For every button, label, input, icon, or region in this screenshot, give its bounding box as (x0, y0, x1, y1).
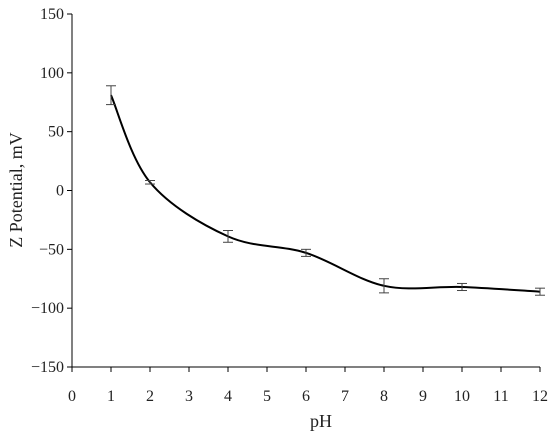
y-ticks: 150 100 50 0 −50 −100 −150 (31, 6, 72, 376)
error-bar (223, 230, 233, 243)
x-tick-label: 12 (532, 388, 548, 405)
x-tick-label: 1 (107, 388, 115, 405)
error-bar (145, 179, 155, 185)
y-axis-title: Z Potential, mV (6, 132, 26, 248)
y-axis: 150 100 50 0 −50 −100 −150 (31, 6, 73, 376)
y-tick-label: 100 (40, 65, 64, 82)
series-line (110, 94, 541, 293)
x-tick-label: 7 (341, 388, 349, 405)
x-tick-label: 10 (454, 388, 470, 405)
x-tick-label: 4 (224, 388, 232, 405)
x-ticks: 0 1 2 3 4 5 6 7 8 9 10 11 12 (68, 367, 548, 405)
error-bar (106, 85, 116, 106)
error-bar (379, 278, 389, 294)
x-tick-label: 11 (493, 388, 508, 405)
y-tick-label: −100 (31, 300, 64, 317)
error-bar (535, 287, 545, 296)
x-tick-label: 0 (68, 388, 76, 405)
error-bar (457, 282, 467, 292)
error-bar (301, 248, 311, 257)
x-tick-label: 6 (302, 388, 310, 405)
x-tick-label: 5 (263, 388, 271, 405)
x-tick-label: 2 (146, 388, 154, 405)
x-tick-label: 3 (185, 388, 193, 405)
x-tick-label: 9 (419, 388, 427, 405)
y-tick-label: −150 (31, 359, 64, 376)
x-axis: 0 1 2 3 4 5 6 7 8 9 10 11 12 (68, 366, 548, 405)
x-tick-label: 8 (380, 388, 388, 405)
y-tick-label: 150 (40, 6, 64, 23)
plot-area (106, 85, 545, 296)
y-tick-label: 0 (56, 183, 64, 200)
x-axis-title: pH (310, 411, 332, 431)
y-tick-label: −50 (39, 241, 64, 258)
y-tick-label: 50 (48, 124, 64, 141)
